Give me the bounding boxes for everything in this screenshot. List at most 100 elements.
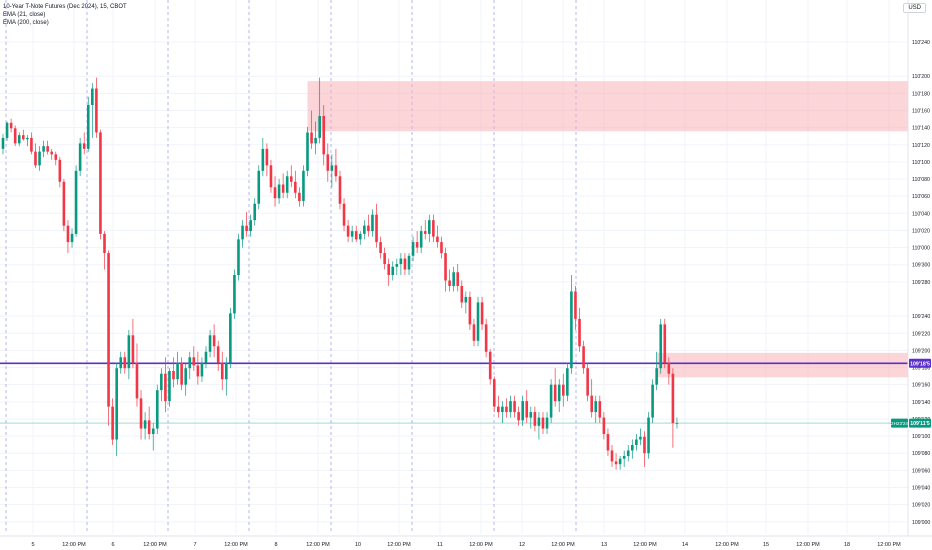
time-tick-label[interactable]: 13 <box>601 542 607 548</box>
symbol-title[interactable]: 10-Year T-Note Futures (Dec 2024), 15, C… <box>3 4 127 10</box>
candle <box>342 198 346 232</box>
candle-body <box>464 296 468 303</box>
price-tick-label[interactable]: 109'300 <box>912 263 930 269</box>
candle <box>354 225 358 243</box>
price-tick-label[interactable]: 109'240 <box>912 314 930 320</box>
candle <box>553 368 557 407</box>
price-tick-label[interactable]: 109'000 <box>912 520 930 526</box>
candle-body <box>58 159 62 182</box>
price-tick-label[interactable]: 110'180 <box>912 91 930 97</box>
candle <box>294 170 297 199</box>
countdown-label-text: 2H23'24 <box>891 421 908 426</box>
candle <box>383 247 386 270</box>
candle <box>135 343 139 407</box>
candle-body <box>184 368 187 385</box>
price-tick-label[interactable]: 110'080 <box>912 177 930 183</box>
candle <box>58 157 62 188</box>
time-tick-label[interactable]: 12:00 PM <box>469 542 493 548</box>
price-tick-label[interactable]: 109'040 <box>912 486 930 492</box>
time-tick-label[interactable]: 12:00 PM <box>224 542 248 548</box>
candle <box>302 165 305 207</box>
price-tick-label[interactable]: 110'160 <box>912 108 930 114</box>
time-tick-label[interactable]: 10 <box>355 542 361 548</box>
price-tick-label[interactable]: 110'020 <box>912 228 930 234</box>
candle <box>436 225 439 248</box>
ema-200-label[interactable]: EMA (200, close) <box>3 20 49 26</box>
price-axis[interactable]: 110'240 110'200 110'180 110'160 110'140 110'1… <box>907 0 932 550</box>
time-tick-label[interactable]: 14 <box>682 542 688 548</box>
price-tick-label[interactable]: 110'200 <box>912 74 930 80</box>
price-tick-label[interactable]: 109'100 <box>912 434 930 440</box>
price-tick-label[interactable]: 109'220 <box>912 331 930 337</box>
candle <box>476 296 480 347</box>
price-tick-label[interactable]: 110'120 <box>912 143 930 149</box>
price-tick-label[interactable]: 110'140 <box>912 126 930 132</box>
price-tick-label[interactable]: 109'080 <box>912 451 930 457</box>
time-tick-label[interactable]: 12:00 PM <box>877 542 901 548</box>
time-tick-label[interactable]: 12:00 PM <box>796 542 820 548</box>
candle-body <box>26 137 29 140</box>
candle <box>298 187 301 207</box>
candle <box>326 143 330 182</box>
price-tick-label[interactable]: 109'160 <box>912 383 930 389</box>
price-tick-label[interactable]: 109'280 <box>912 280 930 286</box>
time-tick-label[interactable]: 11 <box>437 542 443 548</box>
price-tick-label[interactable]: 110'060 <box>912 194 930 200</box>
price-tick-label[interactable]: 110'040 <box>912 211 930 217</box>
price-tick-label[interactable]: 110'000 <box>912 246 930 252</box>
candle-body <box>208 335 212 352</box>
currency-button[interactable]: USD <box>903 3 926 13</box>
candle-body <box>606 434 610 451</box>
candle <box>626 445 630 462</box>
time-tick-label[interactable]: 12 <box>519 542 525 548</box>
candle-body <box>411 242 415 256</box>
time-tick-label[interactable]: 12:00 PM <box>387 542 411 548</box>
time-tick-label[interactable]: 12:00 PM <box>306 542 330 548</box>
candle-body <box>50 151 54 155</box>
candle <box>66 220 70 254</box>
time-tick-label[interactable]: 7 <box>193 542 196 548</box>
candle-body <box>74 170 78 234</box>
ema-21-label[interactable]: EMA (21, close) <box>3 12 46 18</box>
price-tick-label[interactable]: 109'180 <box>912 366 930 372</box>
candle-body <box>302 170 305 201</box>
candle <box>570 275 573 374</box>
price-tick-label[interactable]: 109'140 <box>912 400 930 406</box>
time-tick-label[interactable]: 15 <box>763 542 769 548</box>
price-tick-label[interactable]: 110'100 <box>912 160 930 166</box>
candle <box>367 214 370 237</box>
time-tick-label[interactable]: 18 <box>844 542 850 548</box>
price-tick-label[interactable]: 109'020 <box>912 503 930 509</box>
price-lines <box>0 362 908 424</box>
candle <box>602 412 606 440</box>
candle <box>147 406 151 440</box>
time-tick-label[interactable]: 12:00 PM <box>143 542 167 548</box>
candle <box>338 170 342 210</box>
time-tick-label[interactable]: 6 <box>111 542 114 548</box>
candle <box>172 357 175 388</box>
price-tick-label[interactable]: 109'060 <box>912 468 930 474</box>
price-tick-label[interactable]: 110'240 <box>912 40 930 46</box>
candle <box>448 269 451 292</box>
time-tick-label[interactable]: 5 <box>31 542 34 548</box>
candle <box>379 236 382 259</box>
time-tick-label[interactable]: 12:00 PM <box>62 542 86 548</box>
candle <box>525 390 529 424</box>
candle <box>115 362 118 456</box>
candle-body <box>537 417 541 426</box>
zone-box <box>656 352 908 378</box>
candle-body <box>659 324 663 369</box>
price-tick-label[interactable]: 109'200 <box>912 348 930 354</box>
time-tick-label[interactable]: 12:00 PM <box>551 542 575 548</box>
time-axis[interactable]: 5 12:00 PM 6 12:00 PM 7 12:00 PM 8 12:00 PM 10 12… <box>0 535 932 548</box>
time-tick-label[interactable]: 12:00 PM <box>715 542 739 548</box>
candle-body <box>5 122 9 138</box>
candle <box>488 349 492 385</box>
candle-body <box>330 165 334 171</box>
candle <box>411 236 415 262</box>
candle-body <box>123 357 127 369</box>
time-tick-label[interactable]: 12:00 PM <box>633 542 657 548</box>
candle-body <box>545 417 549 429</box>
time-tick-label[interactable]: 8 <box>274 542 277 548</box>
level-price-label: 109'18'5 <box>909 358 931 368</box>
